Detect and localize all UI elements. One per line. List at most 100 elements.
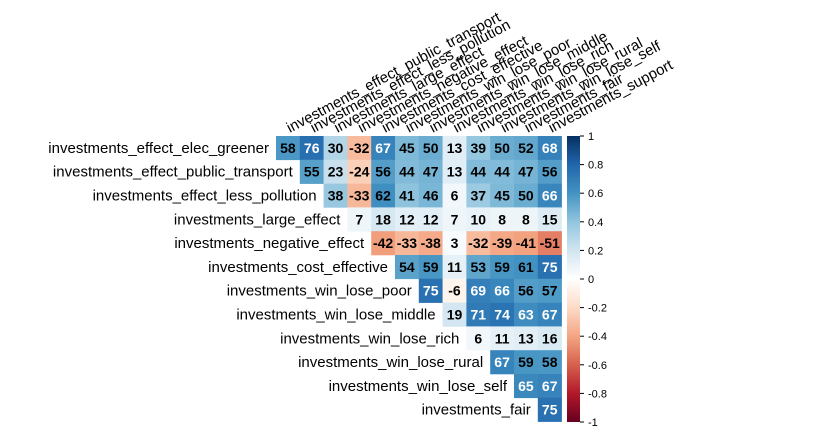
heatmap-cell — [442, 136, 467, 161]
heatmap-cell — [537, 374, 562, 399]
cell-value-label: 44 — [494, 164, 510, 180]
cell-value-label: -32 — [468, 235, 488, 251]
heatmap-cell — [395, 183, 420, 208]
heatmap-cell — [466, 255, 491, 280]
colorbar: -1 -0.8 -0.6 -0.4 -0.2 0 0.2 0.4 0.6 0.8 1 — [567, 131, 607, 429]
heatmap-cell — [323, 159, 348, 184]
heatmap-cell — [442, 207, 467, 232]
heatmap-cell — [490, 255, 515, 280]
colorbar-tick-label: -0.4 — [588, 331, 607, 343]
cell-value-label: 23 — [328, 164, 344, 180]
row-label: investments_win_lose_self — [329, 378, 508, 395]
heatmap-cell — [442, 159, 467, 184]
cell-value-label: 61 — [518, 259, 534, 275]
cell-value-label: 13 — [447, 164, 463, 180]
cell-value-label: 67 — [494, 354, 510, 370]
heatmap-cell — [442, 302, 467, 327]
cell-value-label: 30 — [328, 140, 344, 156]
cell-value-label: 67 — [542, 307, 558, 323]
cell-value-label: 6 — [451, 188, 459, 204]
heatmap-cell — [418, 183, 443, 208]
cell-value-label: 16 — [542, 330, 558, 346]
heatmap-cell — [466, 278, 491, 303]
heatmap-cell — [514, 326, 539, 351]
cell-value-label: -32 — [349, 140, 369, 156]
cell-value-label: 39 — [471, 140, 487, 156]
heatmap-cell — [371, 231, 396, 256]
heatmap-cell — [537, 326, 562, 351]
colorbar-tick-label: 0.2 — [588, 245, 603, 257]
heatmap-cell — [323, 136, 348, 161]
cell-value-label: 66 — [494, 283, 510, 299]
cell-value-label: 62 — [375, 188, 391, 204]
cell-value-label: 67 — [542, 378, 558, 394]
heatmap-cell — [466, 136, 491, 161]
cell-value-label: 38 — [328, 188, 344, 204]
heatmap-cell — [514, 207, 539, 232]
heatmap-cell — [514, 350, 539, 375]
heatmap-cell — [466, 326, 491, 351]
heatmap-cell — [490, 350, 515, 375]
cell-value-label: -24 — [349, 164, 369, 180]
cell-value-label: 63 — [518, 307, 534, 323]
heatmap-cell — [442, 278, 467, 303]
colorbar-tick-label: -0.8 — [588, 388, 607, 400]
heatmap-cell — [537, 159, 562, 184]
heatmap-cell — [490, 207, 515, 232]
cell-value-label: 44 — [471, 164, 487, 180]
cell-value-label: 12 — [423, 211, 439, 227]
heatmap-cell — [537, 302, 562, 327]
heatmap-cell — [514, 136, 539, 161]
row-label: investments_effect_public_transport — [53, 164, 294, 181]
heatmap-cell — [442, 183, 467, 208]
heatmap-cell — [514, 159, 539, 184]
cell-value-label: 50 — [518, 188, 534, 204]
cell-value-label: 65 — [518, 378, 534, 394]
cell-value-label: 71 — [471, 307, 487, 323]
colorbar-tick-label: 0.6 — [588, 188, 603, 200]
cell-value-label: 52 — [518, 140, 534, 156]
cell-value-label: 15 — [542, 211, 558, 227]
cell-value-label: 13 — [447, 140, 463, 156]
cell-value-label: 7 — [355, 211, 363, 227]
cell-value-label: 59 — [423, 259, 439, 275]
cell-value-label: -33 — [397, 235, 417, 251]
colorbar-tick-label: 0.4 — [588, 217, 603, 229]
row-label: investments_win_lose_poor — [227, 283, 412, 300]
cell-value-label: -33 — [349, 188, 369, 204]
heatmap-cell — [347, 183, 372, 208]
heatmap-cell — [490, 326, 515, 351]
colorbar-tick-label: 1 — [588, 131, 594, 143]
heatmap-cell — [466, 231, 491, 256]
heatmap-cell — [418, 231, 443, 256]
cell-value-label: 58 — [542, 354, 558, 370]
cell-value-label: 7 — [451, 211, 459, 227]
heatmap-cell — [537, 278, 562, 303]
heatmap-cell — [466, 159, 491, 184]
cell-value-label: 58 — [280, 140, 296, 156]
heatmap-cell — [537, 397, 562, 422]
cell-value-label: 56 — [375, 164, 391, 180]
heatmap-cell — [347, 159, 372, 184]
heatmap-cell — [395, 159, 420, 184]
heatmap-cell — [418, 159, 443, 184]
heatmap-cell — [442, 231, 467, 256]
cell-value-label: 59 — [518, 354, 534, 370]
cell-value-label: 8 — [498, 211, 506, 227]
heatmap-cell — [395, 255, 420, 280]
heatmap-cell — [514, 255, 539, 280]
colorbar-gradient — [567, 136, 580, 422]
cell-value-label: 19 — [447, 307, 463, 323]
row-label: investments_negative_effect — [174, 235, 365, 252]
cell-value-label: 76 — [304, 140, 320, 156]
cell-value-label: -51 — [540, 235, 560, 251]
heatmap-cell — [395, 231, 420, 256]
heatmap-cell — [395, 207, 420, 232]
heatmap-cell — [514, 278, 539, 303]
row-label: investments_effect_less_pollution — [93, 188, 317, 205]
heatmap-cell — [490, 278, 515, 303]
heatmap-cell — [466, 302, 491, 327]
heatmap-cell — [490, 302, 515, 327]
cell-value-label: 6 — [474, 330, 482, 346]
